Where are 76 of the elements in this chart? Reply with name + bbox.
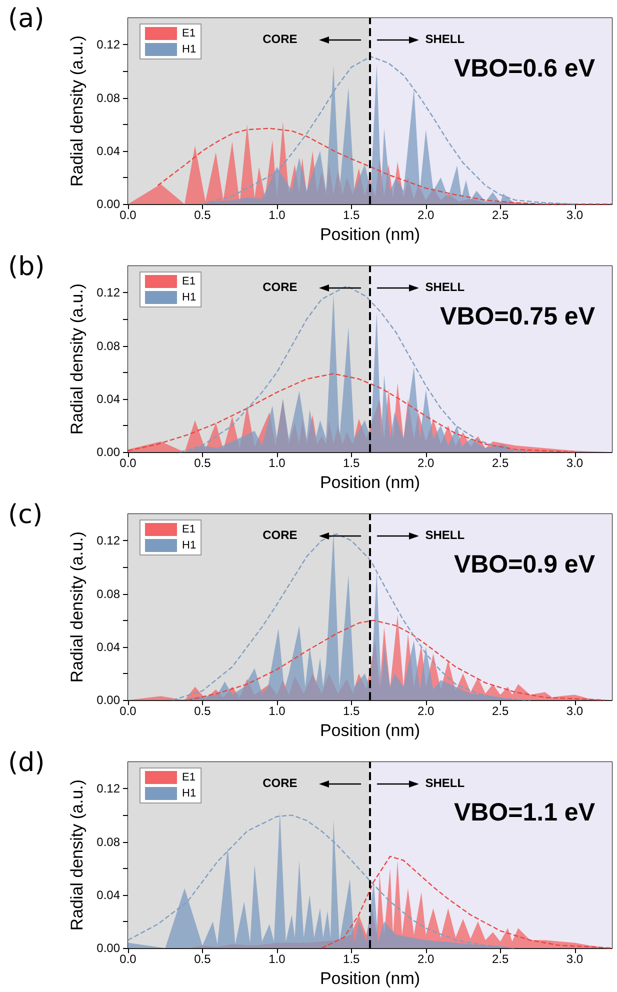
y-tick-label: 0.12 — [96, 782, 120, 796]
x-tick-label: 0.5 — [194, 704, 212, 718]
x-axis-title: Position (nm) — [320, 225, 420, 244]
legend-label: E1 — [182, 772, 196, 784]
x-axis-title: Position (nm) — [320, 473, 420, 492]
y-tick-label: 0.00 — [96, 693, 120, 708]
y-tick-label: 0.04 — [96, 640, 120, 654]
x-tick-label: 1.0 — [268, 952, 286, 966]
y-tick-label: 0.00 — [96, 941, 120, 956]
x-tick-label: 0.0 — [120, 208, 137, 222]
x-tick-label: 1.0 — [268, 704, 286, 718]
annotation: VBO=0.6 eV — [454, 54, 596, 82]
x-tick-label: 0.0 — [120, 704, 137, 718]
y-tick-label: 0.04 — [96, 144, 120, 158]
x-tick-label: 3.0 — [566, 208, 584, 222]
x-tick-label: 2.0 — [418, 456, 435, 470]
annotation: SHELL — [425, 280, 465, 294]
annotation: VBO=1.1 eV — [454, 798, 596, 826]
chart-title: (d) — [8, 748, 45, 778]
annotation: SHELL — [425, 776, 465, 790]
legend-label: H1 — [182, 540, 196, 552]
annotation: SHELL — [425, 32, 465, 46]
x-tick-label: 3.0 — [566, 456, 584, 470]
x-tick-label: 1.5 — [343, 456, 360, 470]
y-tick-label: 0.00 — [96, 445, 120, 460]
x-tick-label: 3.0 — [566, 952, 584, 966]
y-tick-label: 0.12 — [96, 534, 120, 548]
y-tick-label: 0.00 — [96, 197, 120, 212]
annotation: CORE — [262, 528, 298, 542]
x-tick-label: 2.5 — [492, 952, 509, 966]
annotation: CORE — [262, 280, 298, 294]
legend-label: E1 — [182, 28, 196, 40]
x-tick-label: 0.5 — [194, 208, 212, 222]
annotation: VBO=0.9 eV — [454, 550, 596, 578]
legend-label: H1 — [182, 788, 196, 800]
y-axis-title: Radial density (a.u.) — [68, 779, 87, 931]
x-tick-label: 2.0 — [418, 952, 435, 966]
legend-label: H1 — [182, 44, 196, 56]
x-tick-label: 0.0 — [120, 456, 137, 470]
y-tick-label: 0.04 — [96, 392, 120, 406]
annotation: CORE — [262, 776, 298, 790]
legend-label: H1 — [182, 292, 196, 304]
x-tick-label: 2.5 — [492, 704, 509, 718]
y-tick-label: 0.08 — [96, 834, 120, 849]
x-tick-label: 3.0 — [566, 704, 584, 718]
x-tick-label: 0.5 — [194, 952, 212, 966]
x-tick-label: 0.0 — [120, 952, 137, 966]
x-tick-label: 1.0 — [268, 208, 286, 222]
x-tick-label: 2.0 — [418, 208, 435, 222]
x-tick-label: 2.5 — [492, 208, 509, 222]
y-tick-label: 0.12 — [96, 38, 120, 52]
y-tick-label: 0.08 — [96, 338, 120, 353]
x-tick-label: 1.5 — [343, 208, 360, 222]
x-tick-label: 1.5 — [343, 704, 360, 718]
x-axis-title: Position (nm) — [320, 969, 420, 988]
x-tick-label: 1.0 — [268, 456, 286, 470]
x-axis-title: Position (nm) — [320, 721, 420, 740]
x-tick-label: 0.5 — [194, 456, 212, 470]
legend-label: E1 — [182, 524, 196, 536]
chart-title: (a) — [8, 4, 44, 34]
y-axis-title: Radial density (a.u.) — [68, 283, 87, 435]
legend-label: E1 — [182, 276, 196, 288]
y-tick-label: 0.04 — [96, 888, 120, 902]
annotation: VBO=0.75 eV — [440, 302, 596, 330]
x-tick-label: 2.5 — [492, 456, 509, 470]
y-tick-label: 0.12 — [96, 286, 120, 300]
y-axis-title: Radial density (a.u.) — [68, 35, 87, 187]
chart-title: (c) — [8, 500, 43, 530]
annotation: CORE — [262, 32, 298, 46]
y-tick-label: 0.08 — [96, 586, 120, 601]
annotation: SHELL — [425, 528, 465, 542]
y-axis-title: Radial density (a.u.) — [68, 531, 87, 683]
y-tick-label: 0.08 — [96, 90, 120, 105]
x-tick-label: 2.0 — [418, 704, 435, 718]
x-tick-label: 1.5 — [343, 952, 360, 966]
chart-title: (b) — [8, 252, 45, 282]
